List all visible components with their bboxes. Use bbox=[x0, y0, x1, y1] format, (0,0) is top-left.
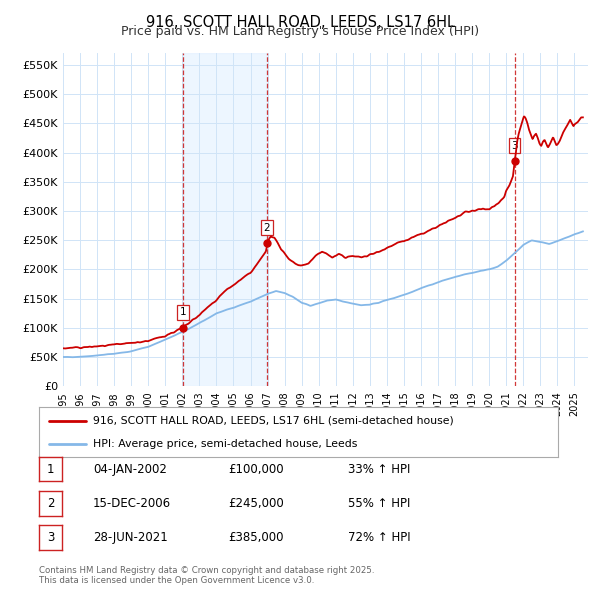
Text: 55% ↑ HPI: 55% ↑ HPI bbox=[348, 497, 410, 510]
Text: 3: 3 bbox=[511, 141, 518, 151]
Text: 28-JUN-2021: 28-JUN-2021 bbox=[93, 531, 168, 544]
Text: 1: 1 bbox=[179, 307, 187, 317]
Text: 33% ↑ HPI: 33% ↑ HPI bbox=[348, 463, 410, 476]
Text: 916, SCOTT HALL ROAD, LEEDS, LS17 6HL (semi-detached house): 916, SCOTT HALL ROAD, LEEDS, LS17 6HL (s… bbox=[94, 415, 454, 425]
Text: 1: 1 bbox=[47, 463, 54, 476]
Text: 04-JAN-2002: 04-JAN-2002 bbox=[93, 463, 167, 476]
Text: 2: 2 bbox=[47, 497, 54, 510]
Text: 72% ↑ HPI: 72% ↑ HPI bbox=[348, 531, 410, 544]
Bar bbox=[183, 53, 267, 386]
Text: 15-DEC-2006: 15-DEC-2006 bbox=[93, 497, 171, 510]
Text: Price paid vs. HM Land Registry's House Price Index (HPI): Price paid vs. HM Land Registry's House … bbox=[121, 25, 479, 38]
Text: Contains HM Land Registry data © Crown copyright and database right 2025.
This d: Contains HM Land Registry data © Crown c… bbox=[39, 566, 374, 585]
Text: 2: 2 bbox=[263, 222, 270, 232]
Text: HPI: Average price, semi-detached house, Leeds: HPI: Average price, semi-detached house,… bbox=[94, 439, 358, 449]
Text: 3: 3 bbox=[47, 531, 54, 544]
Text: £385,000: £385,000 bbox=[228, 531, 284, 544]
Text: £245,000: £245,000 bbox=[228, 497, 284, 510]
Text: £100,000: £100,000 bbox=[228, 463, 284, 476]
Text: 916, SCOTT HALL ROAD, LEEDS, LS17 6HL: 916, SCOTT HALL ROAD, LEEDS, LS17 6HL bbox=[146, 15, 455, 30]
